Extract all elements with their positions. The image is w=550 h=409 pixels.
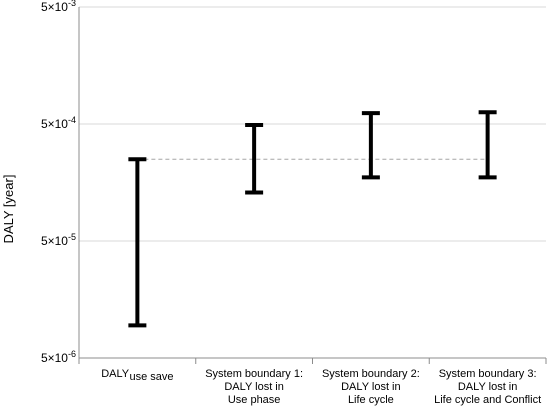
x-category-label: System boundary 3: DALY lost in Life cycle…: [434, 368, 541, 406]
x-category-label: DALYuse save: [101, 368, 173, 383]
error-bar-layer: [128, 110, 497, 328]
x-label-layer: DALYuse save System boundary 1: DALY lost …: [101, 368, 541, 406]
y-tick-label: 5×10-6: [41, 349, 76, 365]
x-category-label: System boundary 2: DALY lost in Life cycle: [322, 368, 420, 406]
error-bar: [478, 110, 497, 180]
y-tick-layer: 5×10-3 5×10-4 5×10-5 5×10-6: [41, 0, 76, 365]
y-tick-label: 5×10-4: [41, 115, 76, 131]
axis-layer: [78, 7, 547, 364]
grid-layer: [79, 6, 546, 359]
error-bar: [245, 123, 264, 195]
y-tick-label: 5×10-3: [41, 0, 76, 14]
y-axis-title: DALY [year]: [1, 175, 16, 244]
error-bar: [128, 157, 147, 328]
x-category-label: System boundary 1: DALY lost in Use phase: [205, 368, 303, 406]
y-tick-label: 5×10-5: [41, 232, 76, 248]
error-bar: [361, 111, 380, 180]
